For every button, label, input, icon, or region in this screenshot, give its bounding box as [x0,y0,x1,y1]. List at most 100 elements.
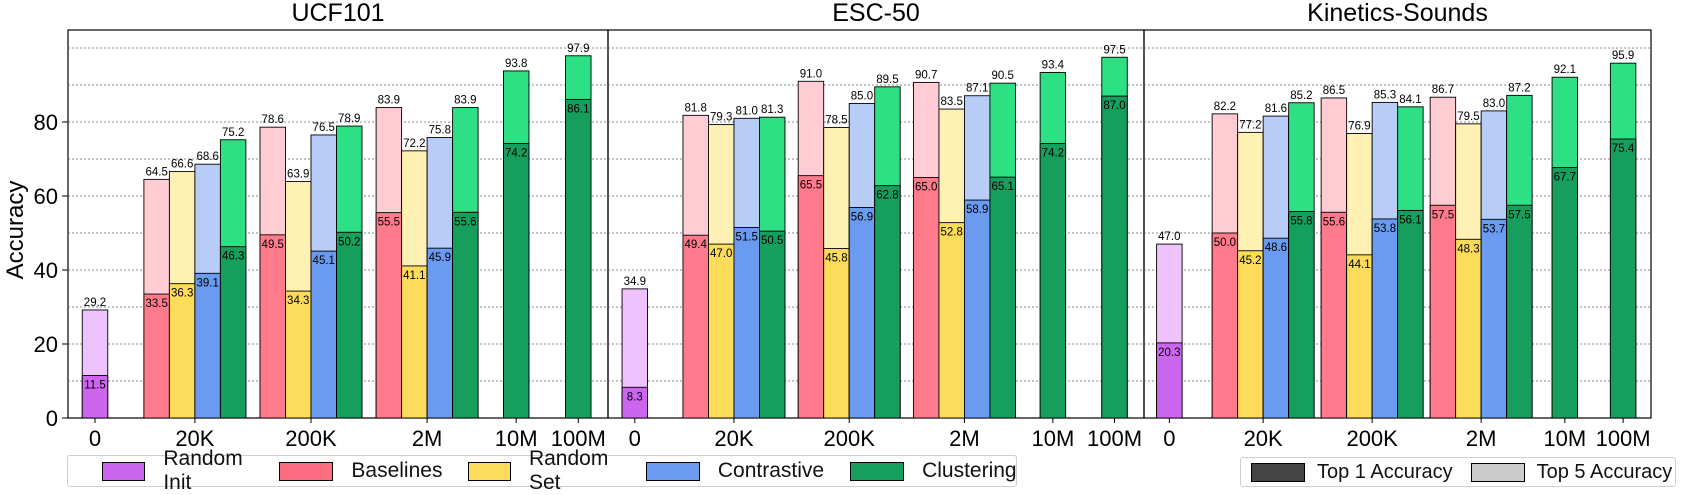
data-label-top1: 51.5 [736,231,758,243]
data-label-top1: 8.3 [627,391,643,403]
legend-label: Clustering [922,459,1017,482]
data-label-top1: 44.1 [1348,259,1370,271]
panel-title: Kinetics-Sounds [1307,0,1488,27]
bar-top1 [1371,218,1399,419]
bar-top1 [1506,204,1533,419]
bar-top1 [1320,211,1348,419]
bar-top1 [1156,342,1183,419]
data-label-top1: 50.5 [761,235,783,247]
panel-esc-50: ESC-50 34.9 8.3 0 81.8 49.4 79.3 47.0 81.0 51.5 81… [607,0,1145,451]
x-tick-label: 2M [1466,426,1497,451]
data-label-top1: 55.6 [454,216,476,228]
data-label-top5: 85.3 [1374,89,1396,101]
data-label-top1: 50.0 [1214,237,1236,249]
y-tick-label: 40 [34,258,58,283]
data-label-top5: 78.6 [262,114,284,126]
data-label-top1: 49.4 [685,239,708,251]
data-label-top5: 83.5 [940,96,962,108]
data-label-top1: 56.9 [851,211,873,223]
bar-top1 [143,293,170,419]
data-label-top5: 87.1 [966,83,988,95]
bar-top1 [452,211,479,419]
x-tick-label: 20K [1244,426,1283,451]
data-label-top5: 93.4 [1042,59,1065,71]
x-tick-label: 100M [551,426,606,451]
bar-top1 [219,246,247,419]
data-label-top5: 87.2 [1508,82,1530,94]
bar-top1 [874,185,901,419]
y-axis-label: Accuracy [2,181,29,280]
data-label-top1: 34.3 [287,295,309,307]
data-label-top1: 52.8 [940,227,962,239]
data-label-top5: 81.6 [1265,103,1287,115]
x-tick-label: 0 [1163,426,1175,451]
bar-top1 [1039,143,1067,419]
legend-label: Contrastive [717,459,825,482]
data-label-top5: 82.2 [1214,101,1236,113]
bar-top1 [194,272,221,419]
legend-label: Baselines [351,459,443,482]
data-label-top5: 83.9 [454,95,476,107]
legend-swatch [1251,462,1305,482]
data-label-top5: 83.9 [378,95,400,107]
bar-top1 [336,231,363,419]
x-tick-label: 100M [1087,426,1142,451]
data-label-top1: 49.5 [262,239,284,251]
bar-top1 [1397,209,1424,419]
x-tick-label: 200K [1346,426,1398,451]
data-label-top5: 90.7 [915,69,937,81]
data-label-top5: 85.2 [1290,90,1312,102]
data-label-top1: 62.8 [876,190,898,202]
data-label-top1: 36.3 [171,288,193,300]
legend-swatch [102,461,146,481]
data-label-top5: 77.2 [1239,119,1261,131]
data-label-top1: 86.1 [567,103,589,115]
x-tick-label: 20K [714,426,753,451]
legend-top1: Top 1 Accuracy [1251,461,1453,484]
y-tick-label: 60 [34,184,58,209]
bar-top1 [1237,250,1264,419]
data-label-top5: 97.9 [567,43,589,55]
data-label-top1: 56.1 [1399,214,1421,226]
x-tick-label: 0 [89,426,101,451]
data-label-top5: 93.8 [505,58,527,70]
data-label-top1: 41.1 [403,270,425,282]
data-label-top5: 29.2 [84,297,106,309]
data-label-top5: 92.1 [1554,64,1576,76]
bar-top1 [989,176,1016,419]
data-label-top1: 53.7 [1483,223,1505,235]
bar-top1 [938,222,965,419]
data-label-top1: 74.2 [1042,147,1064,159]
data-label-top5: 63.9 [287,169,309,181]
data-label-top5: 86.7 [1432,84,1454,96]
data-label-top5: 47.0 [1158,231,1180,243]
data-label-top1: 65.0 [915,182,937,194]
bar-top1 [733,226,760,419]
method-legend: Random Init Baselines Random Set Contras… [67,447,1017,494]
bar-top1 [375,212,403,419]
data-label-top1: 11.5 [84,379,106,391]
data-label-top1: 47.0 [710,248,732,260]
data-label-top5: 81.3 [761,104,783,116]
bar-top1 [310,250,337,419]
data-label-top5: 68.6 [196,151,218,163]
bar-top1 [401,265,428,419]
data-label-top5: 81.8 [685,102,707,114]
legend-swatch [468,461,511,481]
legend-label: Random Init [163,447,243,494]
data-label-top5: 97.5 [1103,44,1125,56]
data-label-top1: 46.3 [222,251,244,263]
data-label-top5: 86.5 [1323,85,1345,97]
data-label-top1: 87.0 [1103,100,1125,112]
bar-top1 [1455,238,1482,419]
x-tick-label: 2M [412,426,443,451]
data-label-top5: 66.6 [171,159,193,171]
bar-top1 [823,248,850,419]
data-label-top5: 79.5 [1457,111,1479,123]
y-tick-label: 20 [34,332,58,357]
data-label-top1: 75.4 [1612,143,1635,155]
data-label-top1: 39.1 [196,277,218,289]
data-label-top5: 78.9 [338,113,360,125]
bar-top1 [259,234,286,419]
bar-top1 [848,207,876,419]
